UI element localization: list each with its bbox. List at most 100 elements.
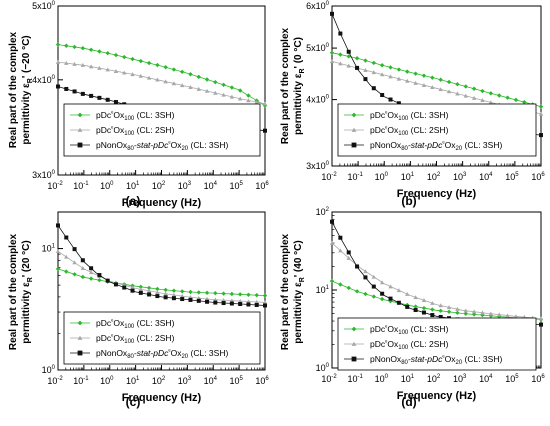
data-point (538, 104, 544, 109)
data-point (430, 313, 435, 318)
data-point (354, 56, 360, 61)
data-point (56, 84, 60, 89)
data-point (155, 286, 160, 292)
data-point (446, 309, 452, 315)
legend-entry: pDcᵉOx100 (CL: 3SH) (370, 110, 449, 122)
data-point (371, 294, 376, 299)
data-point (146, 288, 152, 293)
data-point (338, 248, 343, 253)
legend-marker (351, 341, 357, 346)
y-tick-label: 6x100 (306, 1, 330, 11)
y-tick-label: 5x100 (306, 43, 330, 53)
data-point (72, 272, 77, 277)
data-point (72, 260, 77, 265)
y-axis-label: Real part of the complex permittivity εR'… (8, 233, 34, 350)
data-point (122, 285, 127, 290)
x-tick-label: 105 (229, 181, 243, 191)
x-axis-label: Frequency (Hz) (397, 188, 477, 200)
data-point (204, 290, 210, 295)
data-point (405, 304, 410, 309)
x-tick-label: 101 (126, 376, 140, 386)
data-point (430, 85, 435, 90)
data-point (455, 306, 460, 311)
data-point (379, 63, 385, 68)
data-point (122, 54, 127, 60)
y-tick-label: 4x100 (32, 75, 56, 85)
data-point (379, 280, 385, 285)
data-point (89, 266, 94, 271)
chart-panel-a: 10-2 10-1 100 101 102 103 104 105 106 3x100 4x100 5… (8, 1, 269, 209)
data-point (330, 219, 334, 224)
data-point (330, 11, 334, 16)
y-tick-label: 102 (316, 207, 330, 217)
chart-panel-b: 10-2 10-1 100 101 102 103 104 105 106 3x100 4x100 5… (280, 1, 545, 208)
data-point (338, 52, 343, 57)
x-tick-label: 106 (531, 374, 545, 384)
data-point (538, 111, 544, 116)
data-point (421, 305, 427, 311)
legend-marker (351, 112, 357, 118)
x-tick-label: 102 (427, 374, 441, 384)
data-point (237, 88, 243, 93)
data-point (146, 60, 152, 66)
legend: pDcᵉOx100 (CL: 3SH) pDcᵉOx100 (CL: 2SH) pN… (337, 317, 537, 371)
data-point (254, 292, 259, 298)
data-point (246, 302, 251, 307)
data-point (480, 88, 485, 94)
data-point (246, 292, 251, 297)
data-point (388, 296, 393, 301)
data-point (229, 291, 235, 297)
panel-label: (d) (401, 395, 416, 409)
data-point (388, 97, 393, 102)
legend-marker (77, 335, 83, 340)
data-point (488, 91, 494, 96)
data-point (455, 310, 460, 316)
x-tick-label: 102 (427, 172, 441, 182)
x-tick-label: 104 (204, 181, 218, 191)
data-point (488, 100, 494, 105)
data-point (363, 291, 368, 297)
data-point (254, 299, 259, 304)
x-tick-label: 10-1 (73, 376, 89, 386)
data-point (396, 76, 402, 81)
data-point (64, 60, 69, 65)
data-point (138, 58, 143, 64)
series-line (331, 221, 542, 325)
data-point (229, 94, 235, 99)
data-point (88, 270, 94, 275)
data-point (329, 240, 335, 245)
data-point (130, 288, 135, 293)
legend-entry: pDcᵉOx100 (CL: 3SH) (96, 110, 175, 122)
data-point (413, 71, 418, 76)
data-point (396, 67, 402, 72)
data-point (346, 255, 351, 260)
data-point (72, 44, 77, 50)
data-point (64, 86, 69, 91)
legend-entry: pDcᵉOx100 (CL: 2SH) (96, 125, 175, 137)
data-point (413, 295, 418, 300)
data-point (446, 89, 452, 94)
series-2 (55, 249, 268, 305)
data-point (64, 269, 69, 274)
x-tick-label: 10-1 (347, 172, 363, 182)
legend-entry: pDcᵉOx100 (CL: 2SH) (370, 339, 449, 351)
data-point (254, 302, 259, 307)
data-point (405, 69, 410, 74)
data-point (229, 301, 234, 306)
data-point (196, 74, 201, 80)
series-2 (329, 240, 544, 321)
x-tick-label: 10-1 (73, 181, 89, 191)
legend-marker (351, 356, 357, 362)
data-point (254, 99, 259, 104)
x-tick-label: 104 (479, 172, 493, 182)
data-point (138, 284, 143, 290)
y-tick-label: 101 (316, 285, 330, 295)
data-point (430, 75, 435, 80)
data-point (246, 98, 251, 103)
data-point (138, 73, 143, 78)
data-point (180, 83, 185, 88)
data-point (80, 62, 86, 67)
data-point (97, 95, 102, 100)
data-point (329, 50, 335, 55)
data-point (113, 52, 119, 58)
